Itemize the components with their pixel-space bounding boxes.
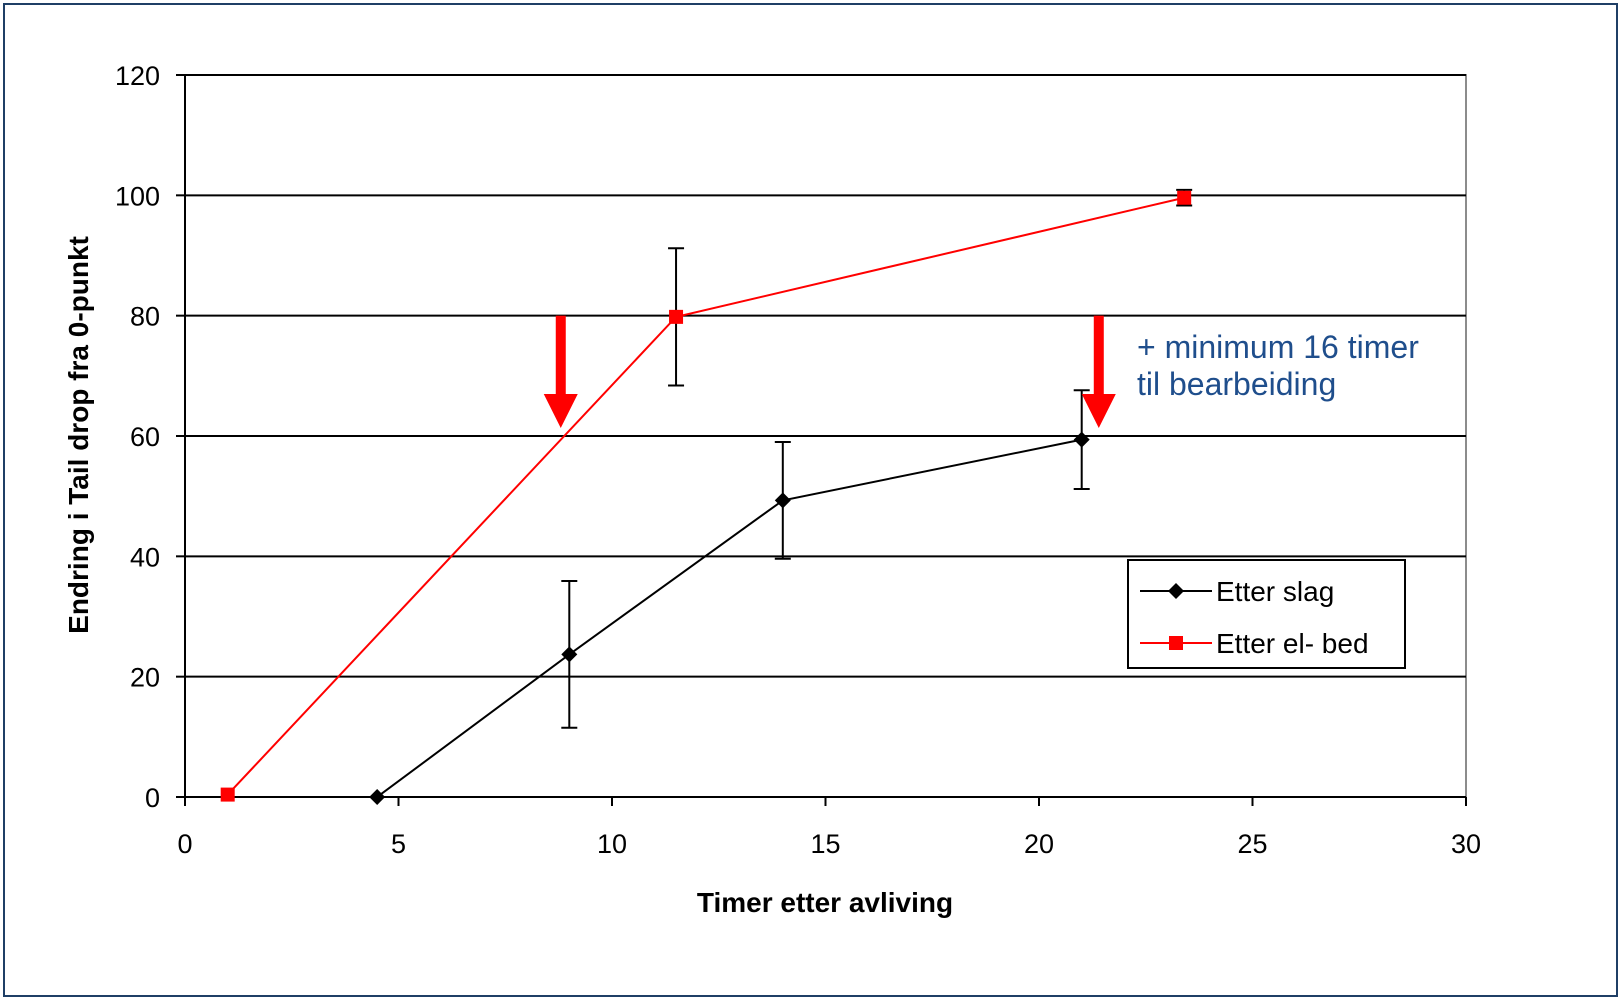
- y-tick-label: 100: [115, 181, 160, 211]
- annotation-line: til bearbeiding: [1137, 366, 1336, 402]
- x-tick-label: 0: [177, 829, 192, 859]
- arrow-shaft: [1093, 315, 1104, 400]
- arrow-head: [1081, 393, 1116, 428]
- arrow-head: [543, 393, 578, 428]
- y-tick-label: 0: [145, 783, 160, 813]
- data-point: [774, 492, 791, 509]
- legend-label: Etter slag: [1216, 576, 1334, 607]
- series-etter-el-bed: [220, 188, 1193, 802]
- series: [220, 188, 1193, 805]
- y-tick-label: 20: [130, 663, 160, 693]
- legend: Etter slag Etter el- bed: [1127, 559, 1406, 669]
- data-point: [1177, 190, 1192, 205]
- red-arrow: [543, 315, 578, 428]
- x-tick-label: 30: [1451, 829, 1481, 859]
- annotation-text: + minimum 16 timer til bearbeiding: [1137, 329, 1419, 402]
- red-arrow: [1081, 315, 1116, 428]
- slide-frame: [3, 3, 1618, 997]
- series-line: [376, 438, 1082, 798]
- gridlines: [184, 74, 1467, 798]
- data-point: [369, 789, 386, 805]
- y-axis-title: Endring i Tail drop fra 0-punkt: [63, 236, 94, 634]
- annotations: + minimum 16 timer til bearbeiding: [543, 315, 1419, 428]
- legend-swatch-marker: [1169, 636, 1183, 650]
- legend-item-etter-el-bed: Etter el- bed: [1140, 628, 1369, 659]
- y-tick-label: 40: [130, 542, 160, 572]
- x-tick-label: 20: [1024, 829, 1054, 859]
- y-tick-label: 120: [115, 61, 160, 91]
- x-tick-label: 15: [810, 829, 840, 859]
- series-line: [226, 196, 1185, 796]
- arrow-shaft: [555, 315, 566, 400]
- x-tick-label: 10: [597, 829, 627, 859]
- data-point: [669, 309, 684, 324]
- legend-swatch-marker: [1168, 583, 1184, 599]
- x-axis-title: Timer etter avliving: [697, 887, 953, 918]
- data-point: [220, 787, 235, 802]
- series-etter-slag: [369, 389, 1090, 805]
- legend-label: Etter el- bed: [1216, 628, 1369, 659]
- y-tick-label: 80: [130, 302, 160, 332]
- axes: 0 20 40 60 80 100 120 0 5 10 15 20 25 30: [115, 61, 1481, 859]
- data-point: [561, 646, 578, 663]
- y-tick-label: 60: [130, 422, 160, 452]
- legend-item-etter-slag: Etter slag: [1140, 576, 1334, 607]
- x-tick-label: 5: [391, 829, 406, 859]
- annotation-line: + minimum 16 timer: [1137, 329, 1419, 365]
- data-point: [1073, 431, 1090, 448]
- x-tick-label: 25: [1237, 829, 1267, 859]
